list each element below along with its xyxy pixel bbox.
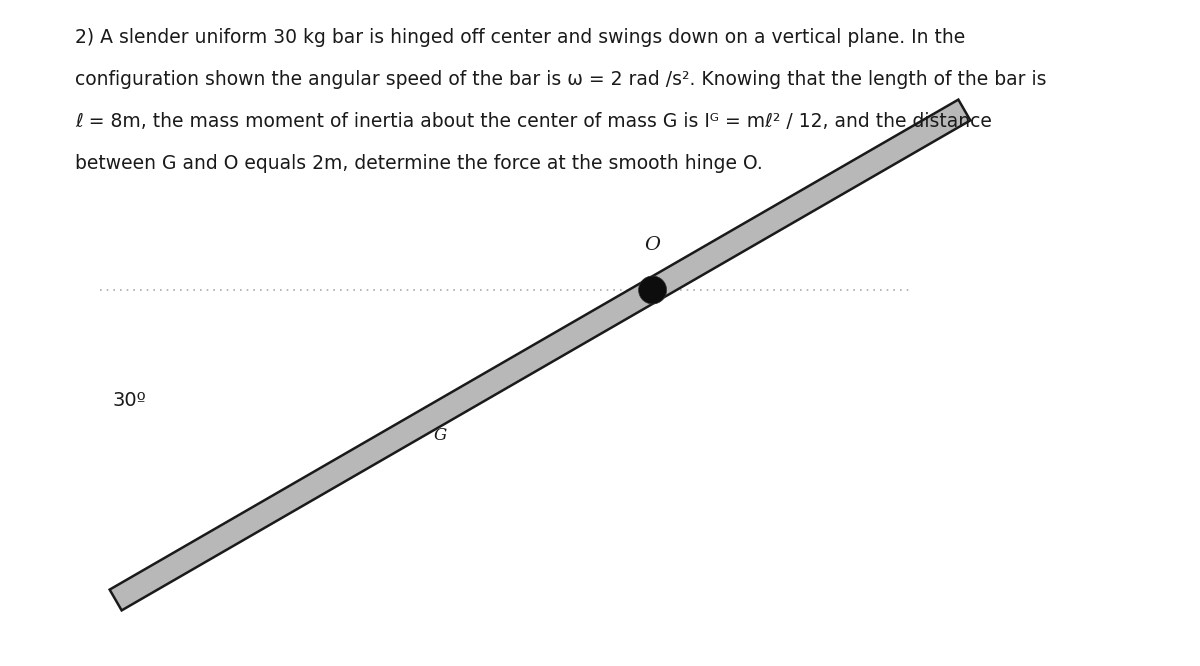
Text: G: G xyxy=(433,426,446,444)
Text: 2) A slender uniform 30 kg bar is hinged off center and swings down on a vertica: 2) A slender uniform 30 kg bar is hinged… xyxy=(74,28,965,47)
Text: ℓ = 8m, the mass moment of inertia about the center of mass G is Iᴳ = mℓ² / 12, : ℓ = 8m, the mass moment of inertia about… xyxy=(74,112,992,131)
Polygon shape xyxy=(109,100,971,611)
Text: between G and O equals 2m, determine the force at the smooth hinge O.: between G and O equals 2m, determine the… xyxy=(74,154,763,173)
Text: configuration shown the angular speed of the bar is ω = 2 rad /s². Knowing that : configuration shown the angular speed of… xyxy=(74,70,1046,89)
Circle shape xyxy=(638,276,666,304)
Text: 30º: 30º xyxy=(112,390,145,410)
Text: O: O xyxy=(644,236,660,254)
